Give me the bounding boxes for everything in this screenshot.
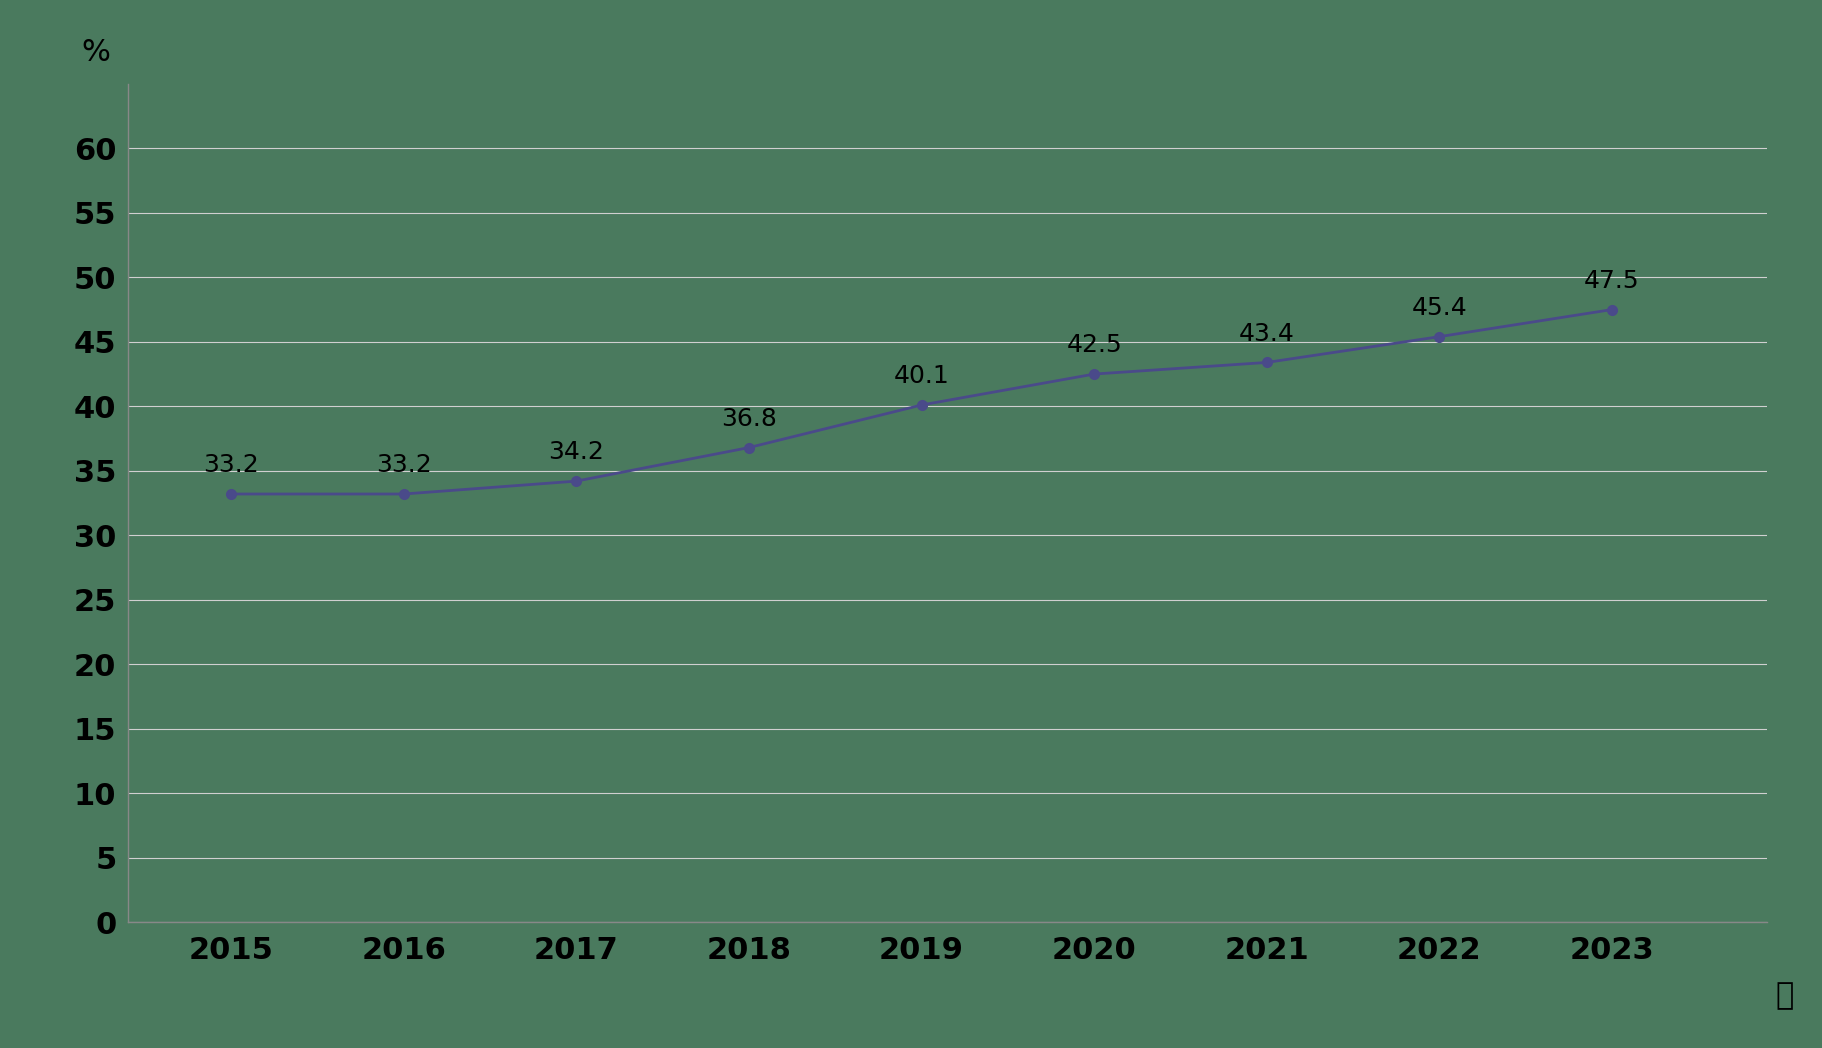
Text: 40.1: 40.1 bbox=[893, 365, 949, 388]
Text: 34.2: 34.2 bbox=[548, 440, 605, 464]
Text: 42.5: 42.5 bbox=[1066, 333, 1122, 357]
Text: 年: 年 bbox=[1775, 981, 1795, 1010]
Text: 45.4: 45.4 bbox=[1412, 296, 1467, 320]
Text: 33.2: 33.2 bbox=[204, 453, 259, 477]
Text: 47.5: 47.5 bbox=[1583, 268, 1640, 292]
Text: 43.4: 43.4 bbox=[1239, 322, 1295, 346]
Text: 33.2: 33.2 bbox=[375, 453, 432, 477]
Text: 36.8: 36.8 bbox=[722, 407, 776, 431]
Text: %: % bbox=[82, 38, 111, 67]
